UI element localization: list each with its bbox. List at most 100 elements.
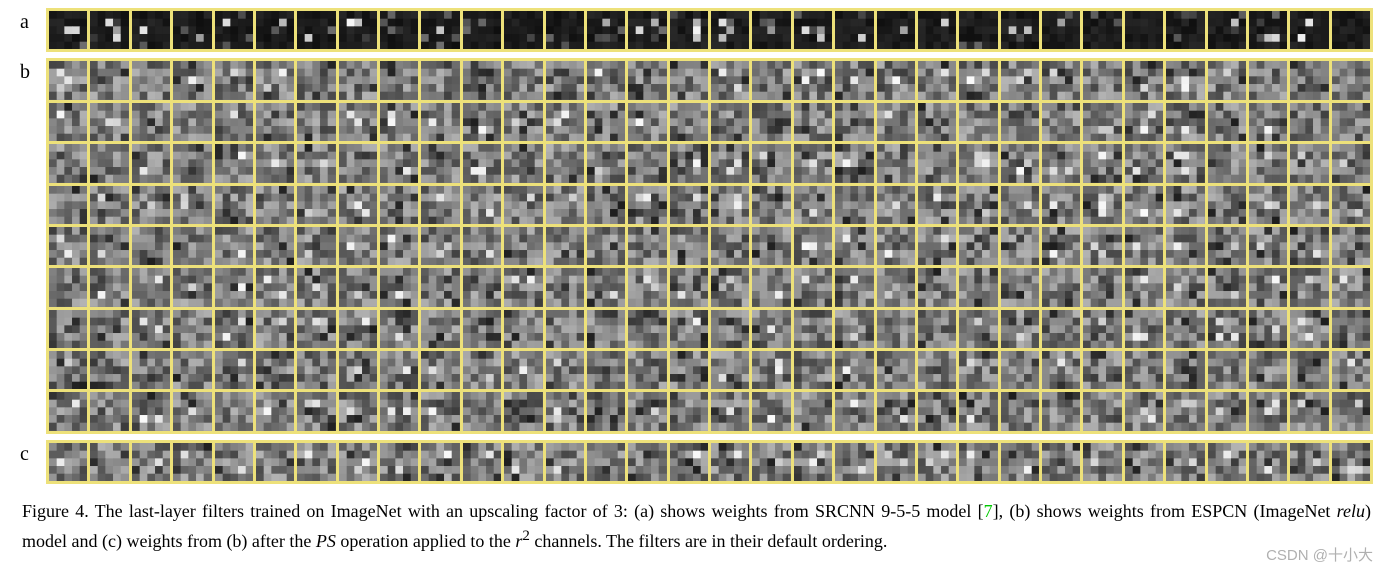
filter-cell: [1042, 103, 1080, 141]
filter-cell: [711, 268, 749, 306]
filter-cell: [1290, 144, 1328, 182]
filter-cell: [711, 227, 749, 265]
filter-cell: [628, 227, 666, 265]
panel-b-grid: [49, 61, 1370, 430]
filter-cell: [794, 144, 832, 182]
filter-cell: [504, 392, 542, 430]
filter-cell: [546, 11, 584, 49]
filter-cell: [670, 11, 708, 49]
filter-cell: [339, 144, 377, 182]
filter-cell: [297, 186, 335, 224]
filter-cell: [1166, 186, 1204, 224]
filter-cell: [546, 392, 584, 430]
filter-cell: [1249, 310, 1287, 348]
filter-cell: [215, 11, 253, 49]
filter-cell: [256, 392, 294, 430]
filter-cell: [256, 227, 294, 265]
panel-c-grid-wrap: [46, 440, 1373, 484]
filter-cell: [877, 103, 915, 141]
filter-cell: [49, 144, 87, 182]
filter-cell: [918, 443, 956, 481]
filter-cell: [1083, 61, 1121, 99]
filter-cell: [339, 268, 377, 306]
filter-cell: [1166, 227, 1204, 265]
filter-cell: [504, 186, 542, 224]
filter-cell: [711, 11, 749, 49]
filter-cell: [90, 144, 128, 182]
filter-cell: [1001, 392, 1039, 430]
filter-cell: [1332, 268, 1370, 306]
citation-link[interactable]: 7: [984, 501, 993, 521]
filter-cell: [794, 268, 832, 306]
filter-cell: [752, 310, 790, 348]
filter-cell: [215, 103, 253, 141]
filter-cell: [835, 227, 873, 265]
filter-cell: [173, 351, 211, 389]
filter-cell: [587, 227, 625, 265]
filter-cell: [215, 310, 253, 348]
filter-cell: [1083, 268, 1121, 306]
filter-cell: [421, 144, 459, 182]
filter-cell: [380, 268, 418, 306]
filter-cell: [1042, 392, 1080, 430]
filter-cell: [670, 268, 708, 306]
filter-cell: [711, 351, 749, 389]
filter-cell: [1249, 61, 1287, 99]
filter-cell: [835, 310, 873, 348]
panel-a-grid-wrap: [46, 8, 1373, 52]
filter-cell: [297, 443, 335, 481]
filter-cell: [215, 61, 253, 99]
filter-cell: [380, 144, 418, 182]
filter-cell: [1125, 103, 1163, 141]
filter-cell: [670, 227, 708, 265]
filter-cell: [1083, 310, 1121, 348]
filter-cell: [1083, 144, 1121, 182]
filter-cell: [132, 351, 170, 389]
filter-cell: [1249, 268, 1287, 306]
panel-b-row: b: [20, 58, 1373, 433]
filter-cell: [628, 103, 666, 141]
math-relu: relu: [1337, 501, 1365, 521]
filter-cell: [959, 103, 997, 141]
filter-cell: [132, 227, 170, 265]
filter-cell: [90, 268, 128, 306]
filter-cell: [628, 186, 666, 224]
filter-cell: [752, 351, 790, 389]
filter-cell: [173, 227, 211, 265]
filter-cell: [546, 144, 584, 182]
filter-cell: [339, 11, 377, 49]
filter-cell: [1042, 11, 1080, 49]
filter-cell: [835, 443, 873, 481]
filter-cell: [628, 443, 666, 481]
filter-cell: [794, 392, 832, 430]
filter-cell: [670, 186, 708, 224]
filter-cell: [1290, 310, 1328, 348]
filter-cell: [1083, 186, 1121, 224]
filter-cell: [1208, 144, 1246, 182]
caption-text: ], (b) shows weights from ESPCN (ImageNe…: [993, 501, 1337, 521]
filter-cell: [463, 310, 501, 348]
filter-cell: [959, 227, 997, 265]
filter-cell: [959, 61, 997, 99]
filter-cell: [794, 310, 832, 348]
filter-cell: [1290, 351, 1328, 389]
panel-c-grid: [49, 443, 1370, 481]
filter-cell: [752, 11, 790, 49]
filter-cell: [1125, 227, 1163, 265]
filter-cell: [670, 61, 708, 99]
filter-cell: [132, 392, 170, 430]
filter-cell: [504, 61, 542, 99]
filter-cell: [380, 443, 418, 481]
filter-cell: [918, 11, 956, 49]
filter-cell: [380, 310, 418, 348]
filter-cell: [504, 11, 542, 49]
filter-cell: [1125, 351, 1163, 389]
filter-cell: [1083, 11, 1121, 49]
filter-cell: [959, 144, 997, 182]
filter-cell: [49, 186, 87, 224]
filter-cell: [1042, 186, 1080, 224]
filter-cell: [835, 186, 873, 224]
filter-cell: [918, 268, 956, 306]
filter-cell: [835, 351, 873, 389]
filter-cell: [1125, 11, 1163, 49]
